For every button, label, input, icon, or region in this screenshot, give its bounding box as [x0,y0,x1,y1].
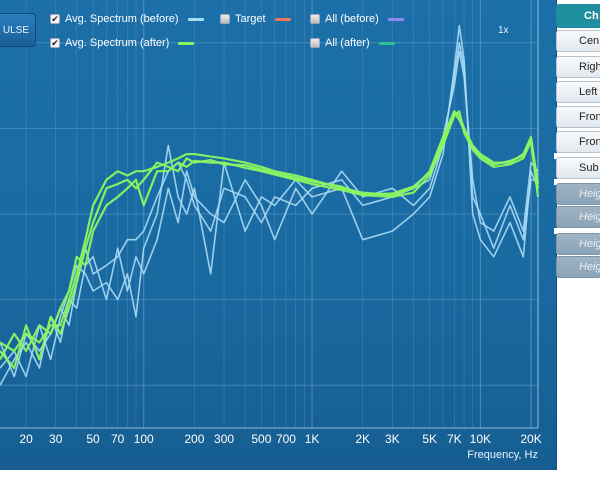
all-after-swatch [378,41,395,45]
series-line-before-3 [0,42,538,386]
all-before-checkbox[interactable] [310,14,320,24]
avg-before-label: Avg. Spectrum (before) [65,13,179,25]
x-tick-label: 3K [385,432,400,446]
target-swatch [274,17,291,21]
all-before-swatch [387,17,404,21]
channel-height-button-1: Heig [556,183,600,205]
impulse-button[interactable]: ULSE [0,13,36,47]
channel-left-button[interactable]: Left [556,81,600,103]
x-tick-label: 5K [422,432,437,446]
spectrum-plot: 20 30 50 70 100 200 300 500 700 1K 2K 3K 5K 7K 10K 20K … [0,0,557,470]
channel-height-button-3: Heig [556,233,600,255]
x-tick-label: 1K [305,432,320,446]
series-line-after-2 [0,110,540,361]
panel-divider-3 [554,228,600,234]
x-tick-label: 200 [184,432,204,446]
avg-after-label: Avg. Spectrum (after) [65,37,170,49]
channel-center-button[interactable]: Cen [556,30,600,52]
channel-right-button[interactable]: Righ [556,56,600,78]
series-line-before-1 [0,24,539,378]
x-tick-label: 20 [19,432,33,446]
avg-after-checkbox[interactable]: ✔ [50,38,60,48]
all-before-label: All (before) [325,13,379,25]
channel-panel-header: Ch [556,4,600,28]
panel-divider-2 [554,179,600,185]
legend-all-after[interactable]: All (after) [310,37,395,49]
spectrum-chart: 20 30 50 70 100 200 300 500 700 1K 2K 3K 5K 7K 10K 20K [0,0,541,446]
avg-after-swatch [178,41,195,45]
x-tick-label: 700 [276,432,296,446]
legend-avg-before[interactable]: ✔ Avg. Spectrum (before) [50,13,204,25]
x-tick-label: 500 [251,432,271,446]
target-label: Target [235,13,266,25]
channel-front-button-2[interactable]: Fron [556,131,600,153]
x-tick-label: 70 [111,432,125,446]
legend-target[interactable]: Target [220,13,291,25]
target-checkbox[interactable] [220,14,230,24]
x-tick-label: 7K [447,432,462,446]
all-after-label: All (after) [325,37,370,49]
x-tick-label: 10K [470,432,491,446]
all-after-checkbox[interactable] [310,38,320,48]
x-tick-label: 50 [86,432,100,446]
series-line-after-1 [0,110,540,353]
channel-height-button-4: Heig [556,256,600,278]
series-line-after-3 [0,111,540,370]
x-tick-label: 100 [134,432,154,446]
legend-avg-after[interactable]: ✔ Avg. Spectrum (after) [50,37,195,49]
x-tick-label: 20K [520,432,541,446]
avg-before-checkbox[interactable]: ✔ [50,14,60,24]
panel-divider-1 [554,153,600,159]
channel-height-button-2: Heig [556,206,600,228]
x-axis-title: Frequency, Hz [467,449,538,461]
channel-front-button-1[interactable]: Fron [556,106,600,128]
x-tick-label: 30 [49,432,63,446]
avg-before-swatch [187,17,204,21]
x-tick-label: 300 [214,432,234,446]
channel-subwoofer-button[interactable]: Sub [556,157,600,179]
x-tick-label: 2K [355,432,370,446]
legend-all-before[interactable]: All (before) [310,13,404,25]
zoom-level[interactable]: 1x [498,25,509,36]
